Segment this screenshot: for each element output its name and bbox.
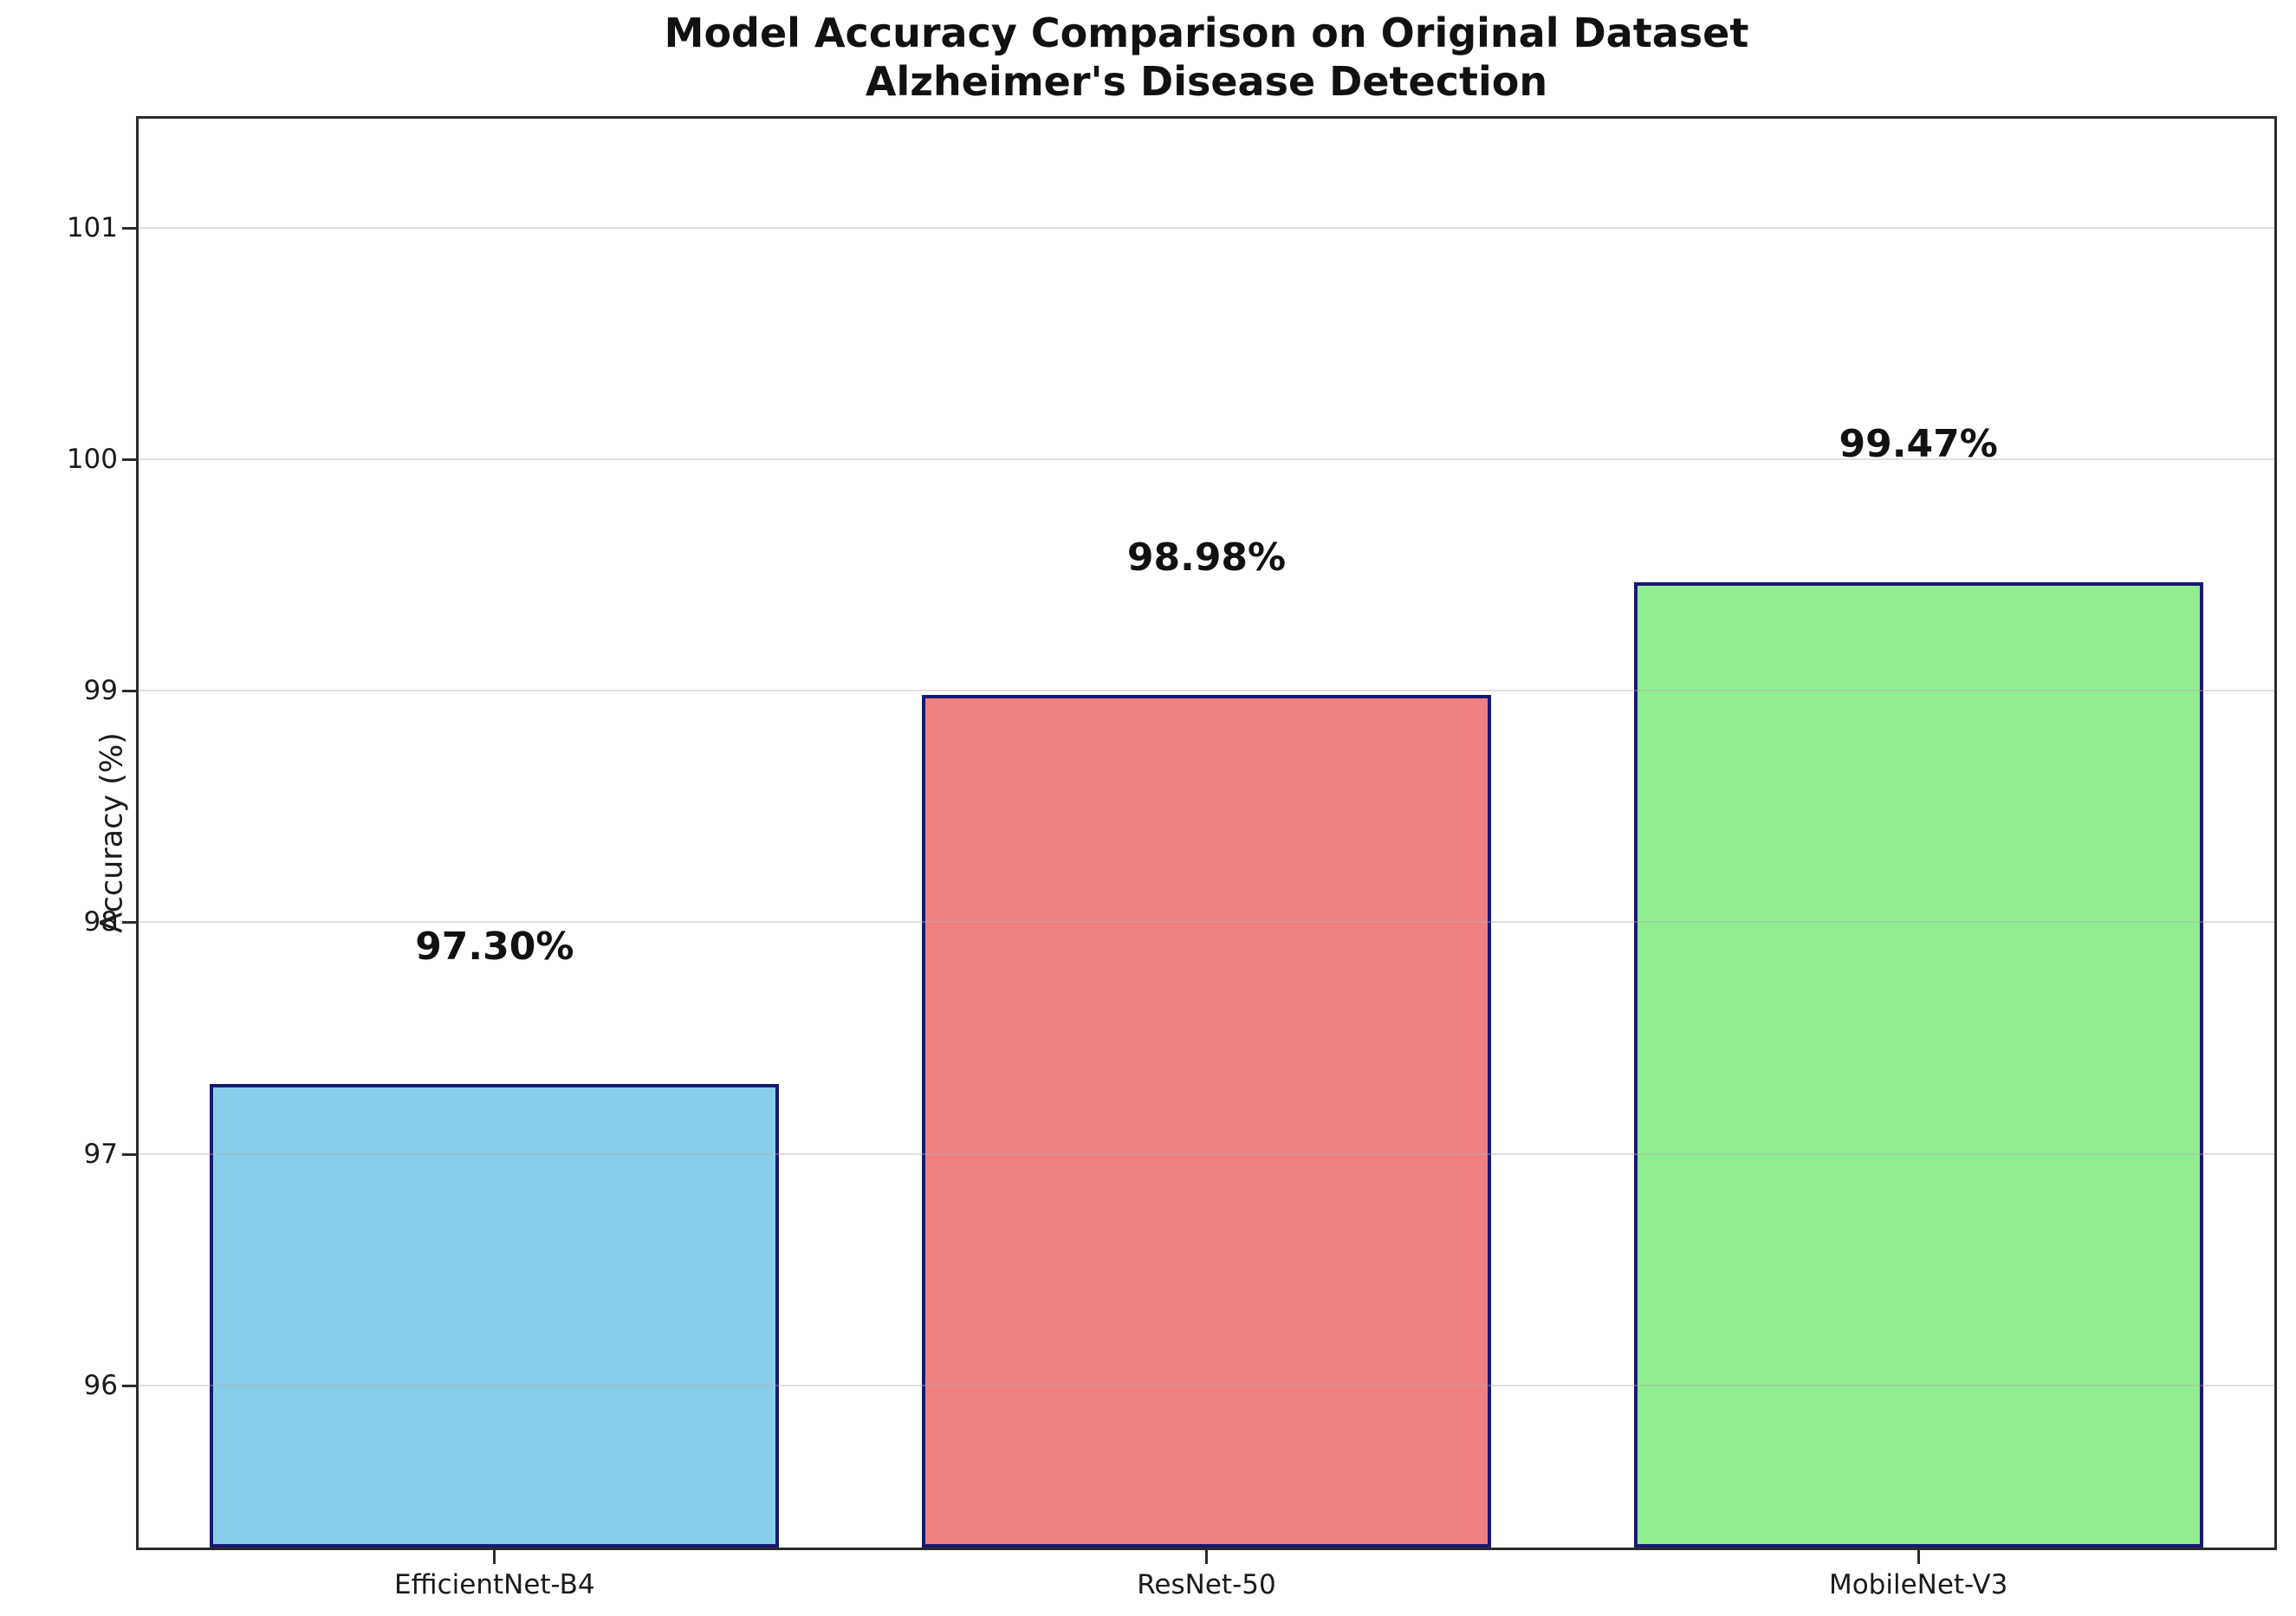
- y-tick-mark-100: [122, 458, 136, 461]
- y-tick-mark-101: [122, 226, 136, 230]
- y-axis-label: Accuracy (%): [94, 732, 130, 933]
- gridline-y-100: [139, 458, 2274, 460]
- bar-value-label-efficientnet-b4: 97.30%: [415, 924, 574, 969]
- plot-area: 97.30% 98.98% 99.47%: [136, 116, 2277, 1550]
- bar-value-label-resnet-50: 98.98%: [1126, 535, 1287, 580]
- x-tick-label-efficientnet-b4: EfficientNet-B4: [394, 1569, 595, 1600]
- bar-resnet-50: [921, 695, 1492, 1548]
- gridline-y-96: [139, 1384, 2274, 1386]
- y-tick-label-101: 101: [66, 211, 118, 243]
- x-tick-label-mobilenet-v3: MobileNet-V3: [1828, 1569, 2008, 1600]
- y-tick-mark-97: [122, 1152, 136, 1156]
- bar-efficientnet-b4: [210, 1084, 780, 1548]
- x-tick-label-resnet-50: ResNet-50: [1137, 1569, 1276, 1600]
- y-tick-mark-98: [122, 921, 136, 925]
- y-tick-label-99: 99: [83, 675, 118, 707]
- gridline-y-97: [139, 1152, 2274, 1155]
- y-tick-label-96: 96: [83, 1369, 118, 1401]
- gridline-y-99: [139, 690, 2274, 692]
- y-tick-label-100: 100: [66, 443, 118, 475]
- x-tick-mark-resnet-50: [1205, 1550, 1208, 1564]
- gridline-y-101: [139, 226, 2274, 229]
- y-tick-mark-99: [122, 690, 136, 693]
- x-tick-mark-efficientnet-b4: [493, 1550, 496, 1564]
- y-tick-mark-96: [122, 1384, 136, 1387]
- x-tick-mark-mobilenet-v3: [1917, 1550, 1920, 1564]
- y-tick-label-98: 98: [83, 906, 118, 938]
- chart-title: Model Accuracy Comparison on Original Da…: [136, 9, 2277, 106]
- y-tick-label-97: 97: [83, 1138, 118, 1170]
- chart-title-line2: Alzheimer's Disease Detection: [865, 58, 1548, 106]
- bar-value-label-mobilenet-v3: 99.47%: [1839, 421, 1998, 466]
- gridline-y-98: [139, 921, 2274, 924]
- bar-mobilenet-v3: [1633, 581, 2203, 1548]
- chart-title-line1: Model Accuracy Comparison on Original Da…: [664, 10, 1749, 56]
